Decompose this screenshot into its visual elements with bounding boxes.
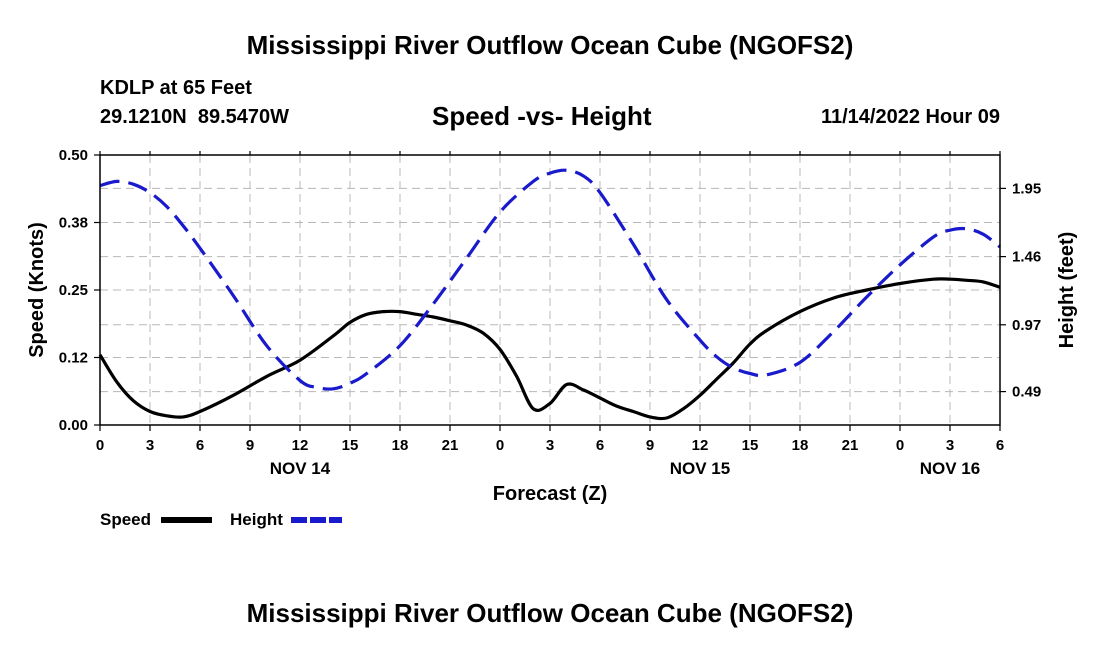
forecast-datetime: 11/14/2022 Hour 09 <box>820 106 1000 128</box>
y-axis-label: Speed (Knots) <box>26 222 48 358</box>
y2-tick-label: 1.95 <box>1012 180 1041 197</box>
y2-tick-label: 0.49 <box>1012 384 1041 401</box>
x-tick-label: 12 <box>692 437 709 454</box>
x-tick-label: 0 <box>96 437 104 454</box>
x-tick-label: 15 <box>342 437 359 454</box>
x-axis-label: Forecast (Z) <box>493 483 607 505</box>
x-tick-label: 0 <box>896 437 904 454</box>
x-tick-label: 6 <box>596 437 604 454</box>
footer-title: Mississippi River Outflow Ocean Cube (NG… <box>246 598 854 628</box>
x-tick-label: 15 <box>742 437 759 454</box>
chart-subtitle: Speed -vs- Height <box>432 101 652 131</box>
y-tick-label: 0.38 <box>59 215 88 232</box>
y2-axis-label: Height (feet) <box>1056 232 1078 349</box>
y-tick-label: 0.12 <box>59 350 88 367</box>
legend-label-speed: Speed <box>100 510 151 529</box>
grid-lines <box>100 155 1000 425</box>
y-tick-label: 0.50 <box>59 147 88 164</box>
y2-tick-label: 0.97 <box>1012 317 1041 334</box>
x-day-label: NOV 15 <box>670 459 730 478</box>
legend: Speed Height <box>100 510 342 529</box>
x-tick-label: 6 <box>996 437 1004 454</box>
station-label: KDLP at 65 Feet <box>100 77 252 99</box>
series-line-speed <box>98 277 1001 421</box>
series-lines <box>98 168 1001 421</box>
x-tick-label: 18 <box>792 437 809 454</box>
x-day-label: NOV 14 <box>270 459 331 478</box>
x-tick-label: 0 <box>496 437 504 454</box>
x-tick-label: 3 <box>146 437 154 454</box>
x-tick-label: 18 <box>392 437 409 454</box>
x-tick-label: 6 <box>196 437 204 454</box>
legend-label-height: Height <box>230 510 283 529</box>
series-line-height <box>99 168 1001 391</box>
y-tick-label: 0.25 <box>59 282 88 299</box>
x-tick-label: 3 <box>546 437 554 454</box>
x-tick-label: 21 <box>842 437 859 454</box>
x-tick-label: 21 <box>442 437 459 454</box>
main-title: Mississippi River Outflow Ocean Cube (NG… <box>246 30 854 60</box>
station-coordinates: 29.1210N 89.5470W <box>100 106 290 128</box>
y-tick-label: 0.00 <box>59 417 88 434</box>
x-tick-label: 9 <box>646 437 654 454</box>
axes: 0 3 6 9 12 15 18 21 0 3 6 9 12 15 18 21 0 3 6 NOV 14 NOV 15 N… <box>59 147 1041 478</box>
x-day-label: NOV 16 <box>920 459 980 478</box>
y2-tick-label: 1.46 <box>1012 249 1041 266</box>
x-tick-label: 3 <box>946 437 954 454</box>
x-tick-label: 12 <box>292 437 309 454</box>
x-tick-label: 9 <box>246 437 254 454</box>
